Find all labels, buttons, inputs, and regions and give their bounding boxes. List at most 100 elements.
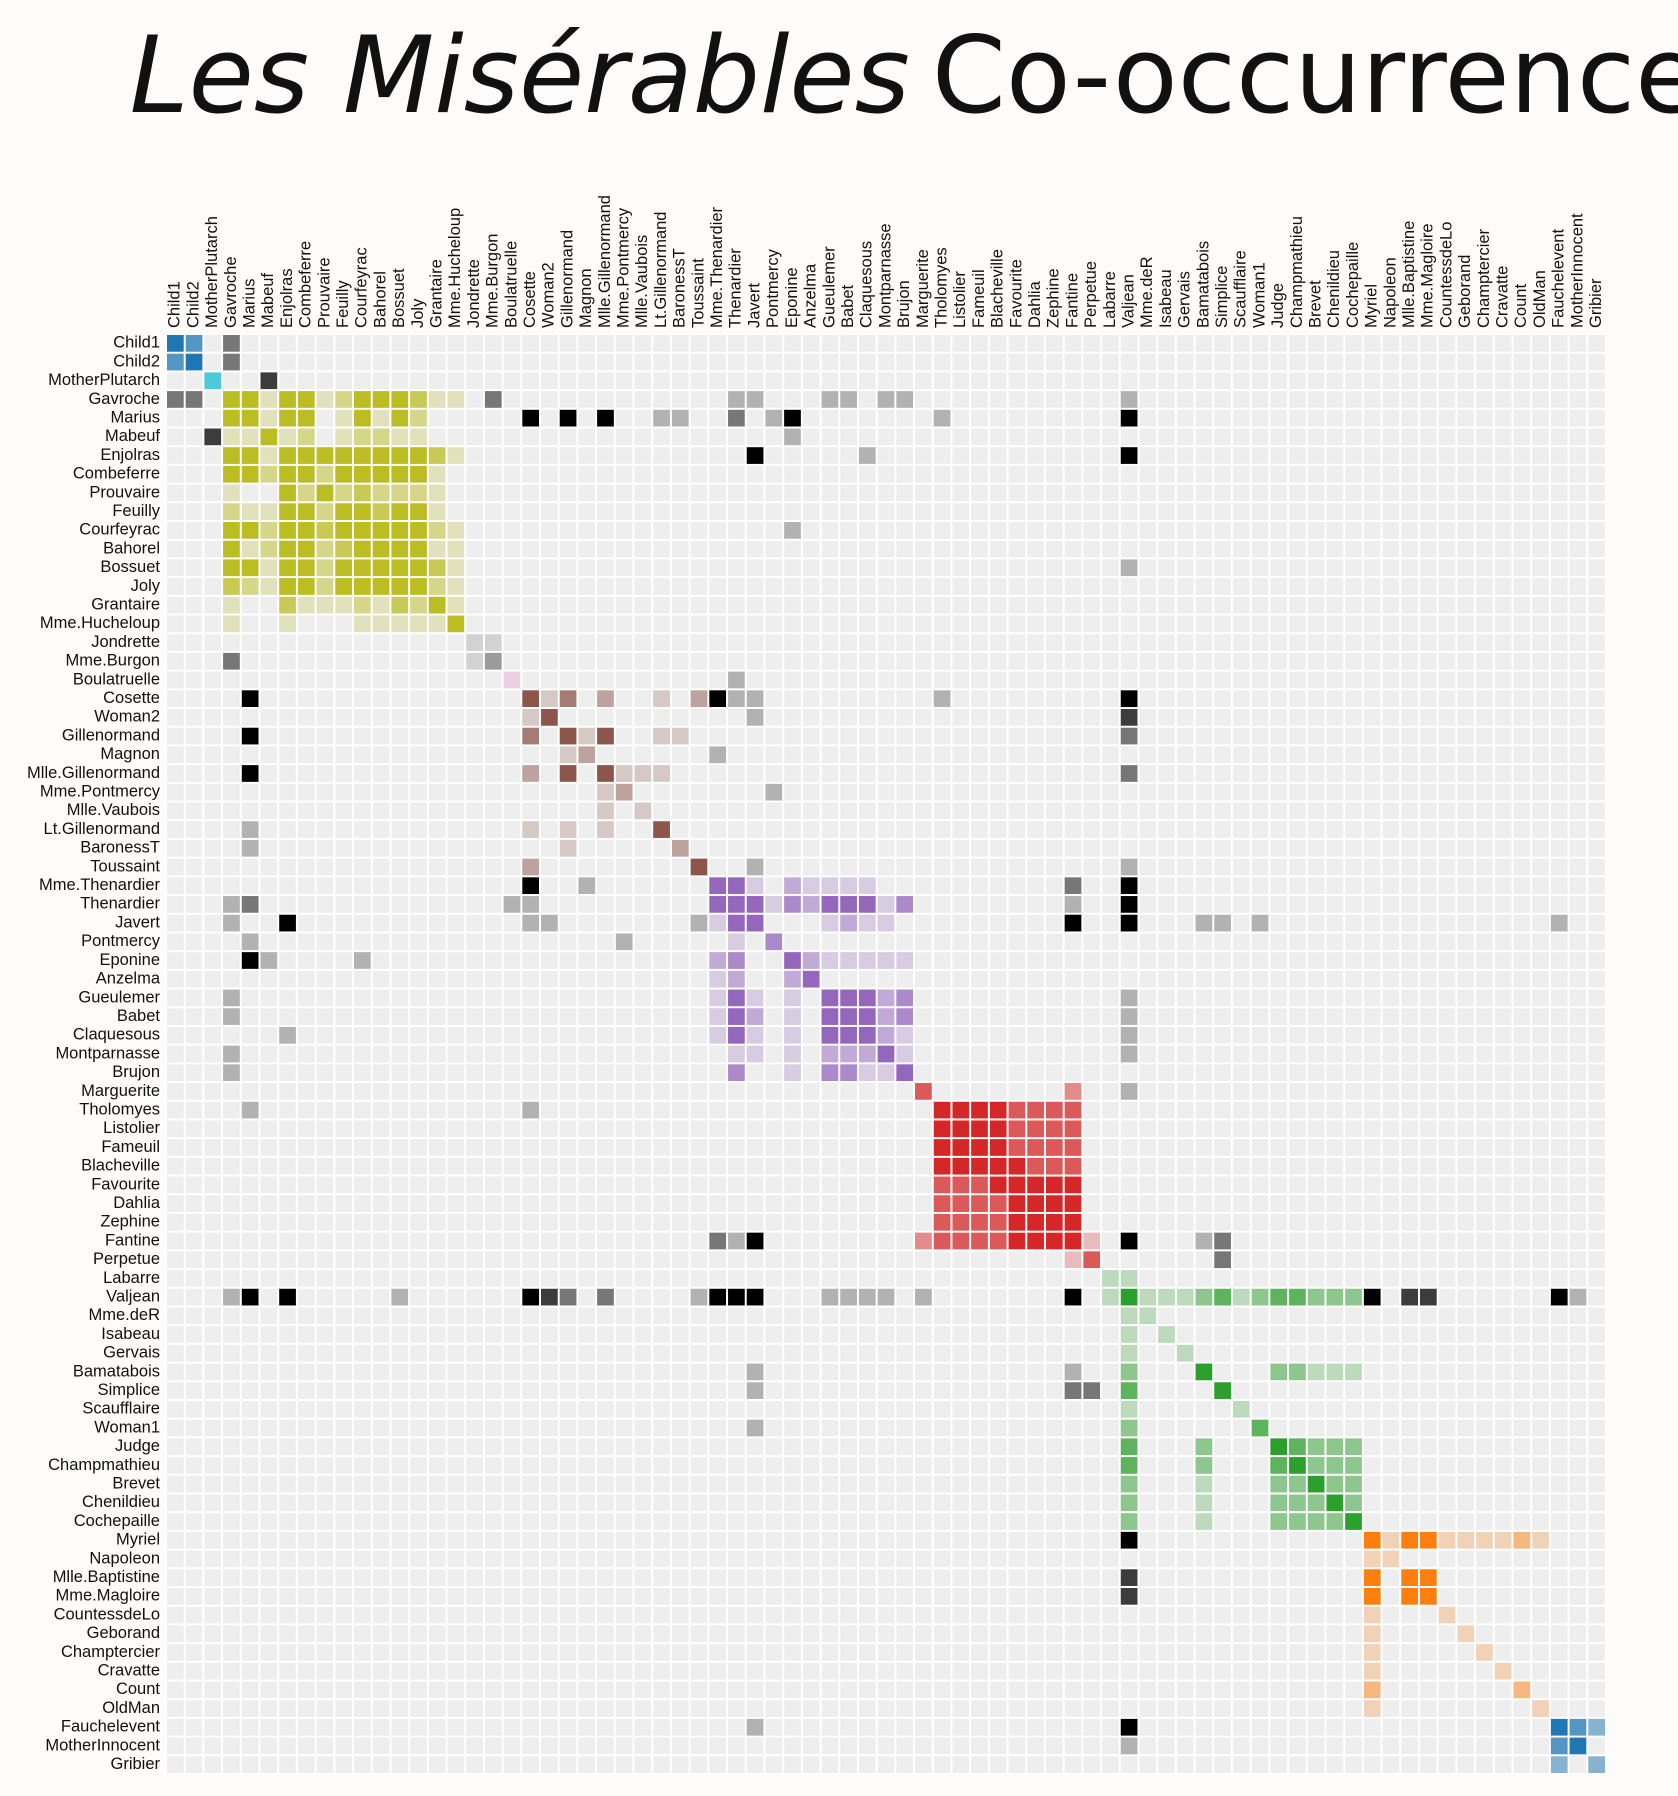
matrix-cell	[1120, 858, 1138, 876]
matrix-cell	[1270, 1494, 1288, 1512]
column-label: Claquesous	[858, 241, 876, 328]
matrix-cell	[1176, 1288, 1194, 1306]
row-label: Bahorel	[103, 539, 160, 557]
matrix-cell	[1008, 1213, 1026, 1231]
matrix-cell	[428, 447, 446, 464]
matrix-cell	[971, 1195, 988, 1212]
matrix-cell	[1214, 1288, 1231, 1306]
matrix-cell	[1289, 1513, 1306, 1530]
matrix-cell	[316, 540, 334, 558]
matrix-cell	[821, 877, 839, 895]
matrix-cell	[1214, 1382, 1231, 1399]
matrix-cell	[877, 952, 895, 969]
matrix-cell	[952, 1139, 970, 1156]
matrix-cell	[354, 391, 371, 408]
matrix-cell	[297, 540, 315, 558]
column-label: Marius	[241, 278, 259, 328]
row-label: Dahlia	[113, 1194, 161, 1212]
matrix-cell	[316, 522, 334, 539]
row-label: Javert	[115, 913, 160, 931]
matrix-cell	[746, 989, 764, 1007]
matrix-cell	[933, 1232, 951, 1250]
matrix-cell	[260, 540, 278, 558]
column-label: Toussaint	[689, 258, 707, 328]
matrix-cell	[1363, 1662, 1381, 1680]
matrix-cell	[260, 559, 278, 577]
matrix-cell	[1195, 1457, 1213, 1474]
matrix-cell	[1120, 1513, 1138, 1530]
matrix-cell	[541, 914, 558, 932]
matrix-cell	[896, 896, 914, 913]
matrix-cell	[1232, 1288, 1250, 1306]
matrix-cell	[279, 428, 296, 446]
matrix-cell	[1120, 709, 1138, 726]
matrix-cell	[1064, 1139, 1082, 1156]
row-label: Isabeau	[101, 1325, 160, 1343]
matrix-cell	[1120, 391, 1138, 408]
matrix-cell	[1120, 914, 1138, 932]
matrix-cell	[1064, 896, 1082, 913]
matrix-cell	[597, 821, 614, 838]
matrix-cell	[1027, 1101, 1044, 1119]
matrix-cell	[597, 690, 614, 708]
matrix-cell	[877, 1008, 895, 1025]
row-label: OldMan	[102, 1699, 160, 1717]
matrix-cell	[690, 858, 708, 876]
matrix-cell	[297, 522, 315, 539]
matrix-cell	[821, 1008, 839, 1025]
matrix-cell	[541, 1288, 558, 1306]
matrix-cell	[840, 1064, 857, 1082]
matrix-cell	[447, 559, 465, 577]
matrix-cell	[784, 428, 801, 446]
column-label: Child2	[184, 281, 202, 328]
row-label: Gervais	[103, 1344, 160, 1362]
matrix-cell	[1195, 1232, 1213, 1250]
column-label: Judge	[1269, 283, 1287, 328]
column-label: Courfeyrac	[353, 247, 371, 328]
matrix-cell	[484, 652, 502, 670]
matrix-cell	[372, 391, 390, 408]
matrix-cell	[858, 1045, 876, 1063]
row-label: Babet	[117, 1007, 161, 1025]
row-label: Brujon	[112, 1063, 160, 1081]
matrix-cell	[1569, 1288, 1587, 1306]
matrix-cell	[896, 952, 914, 969]
matrix-cell	[297, 409, 315, 427]
matrix-cell	[466, 652, 483, 670]
matrix-cell	[241, 540, 259, 558]
matrix-cell	[410, 391, 427, 408]
matrix-cell	[1064, 877, 1082, 895]
matrix-cell	[671, 409, 689, 427]
row-label: Perpetue	[93, 1250, 160, 1268]
matrix-cell	[746, 1718, 764, 1736]
matrix-cell	[559, 1288, 577, 1306]
matrix-cell	[223, 428, 240, 446]
matrix-cell	[522, 1288, 540, 1306]
column-label: Lt.Gillenormand	[652, 212, 670, 328]
matrix-cell	[1494, 1531, 1512, 1549]
row-label: Combeferre	[73, 465, 160, 483]
matrix-cell	[335, 578, 353, 595]
matrix-cell	[1307, 1363, 1325, 1381]
matrix-cell	[597, 765, 614, 782]
row-label: Judge	[115, 1437, 160, 1455]
matrix-cell	[1401, 1531, 1418, 1549]
matrix-cell	[223, 353, 240, 371]
row-label: Gavroche	[88, 390, 160, 408]
matrix-cell	[915, 1288, 932, 1306]
matrix-cell	[391, 428, 409, 446]
matrix-cell	[728, 1026, 745, 1044]
matrix-cell	[279, 615, 296, 633]
column-label: Joly	[409, 298, 427, 328]
matrix-cell	[241, 447, 259, 464]
row-label: Tholomyes	[79, 1100, 160, 1118]
matrix-cell	[765, 896, 783, 913]
matrix-cell	[952, 1101, 970, 1119]
column-label: Cochepaille	[1344, 242, 1362, 328]
matrix-cell	[541, 690, 558, 708]
row-label: Mme.Magloire	[55, 1587, 160, 1605]
matrix-cell	[1045, 1139, 1063, 1156]
matrix-cell	[1139, 1288, 1157, 1306]
matrix-cell	[410, 559, 427, 577]
column-label: Mabeuf	[259, 273, 277, 328]
